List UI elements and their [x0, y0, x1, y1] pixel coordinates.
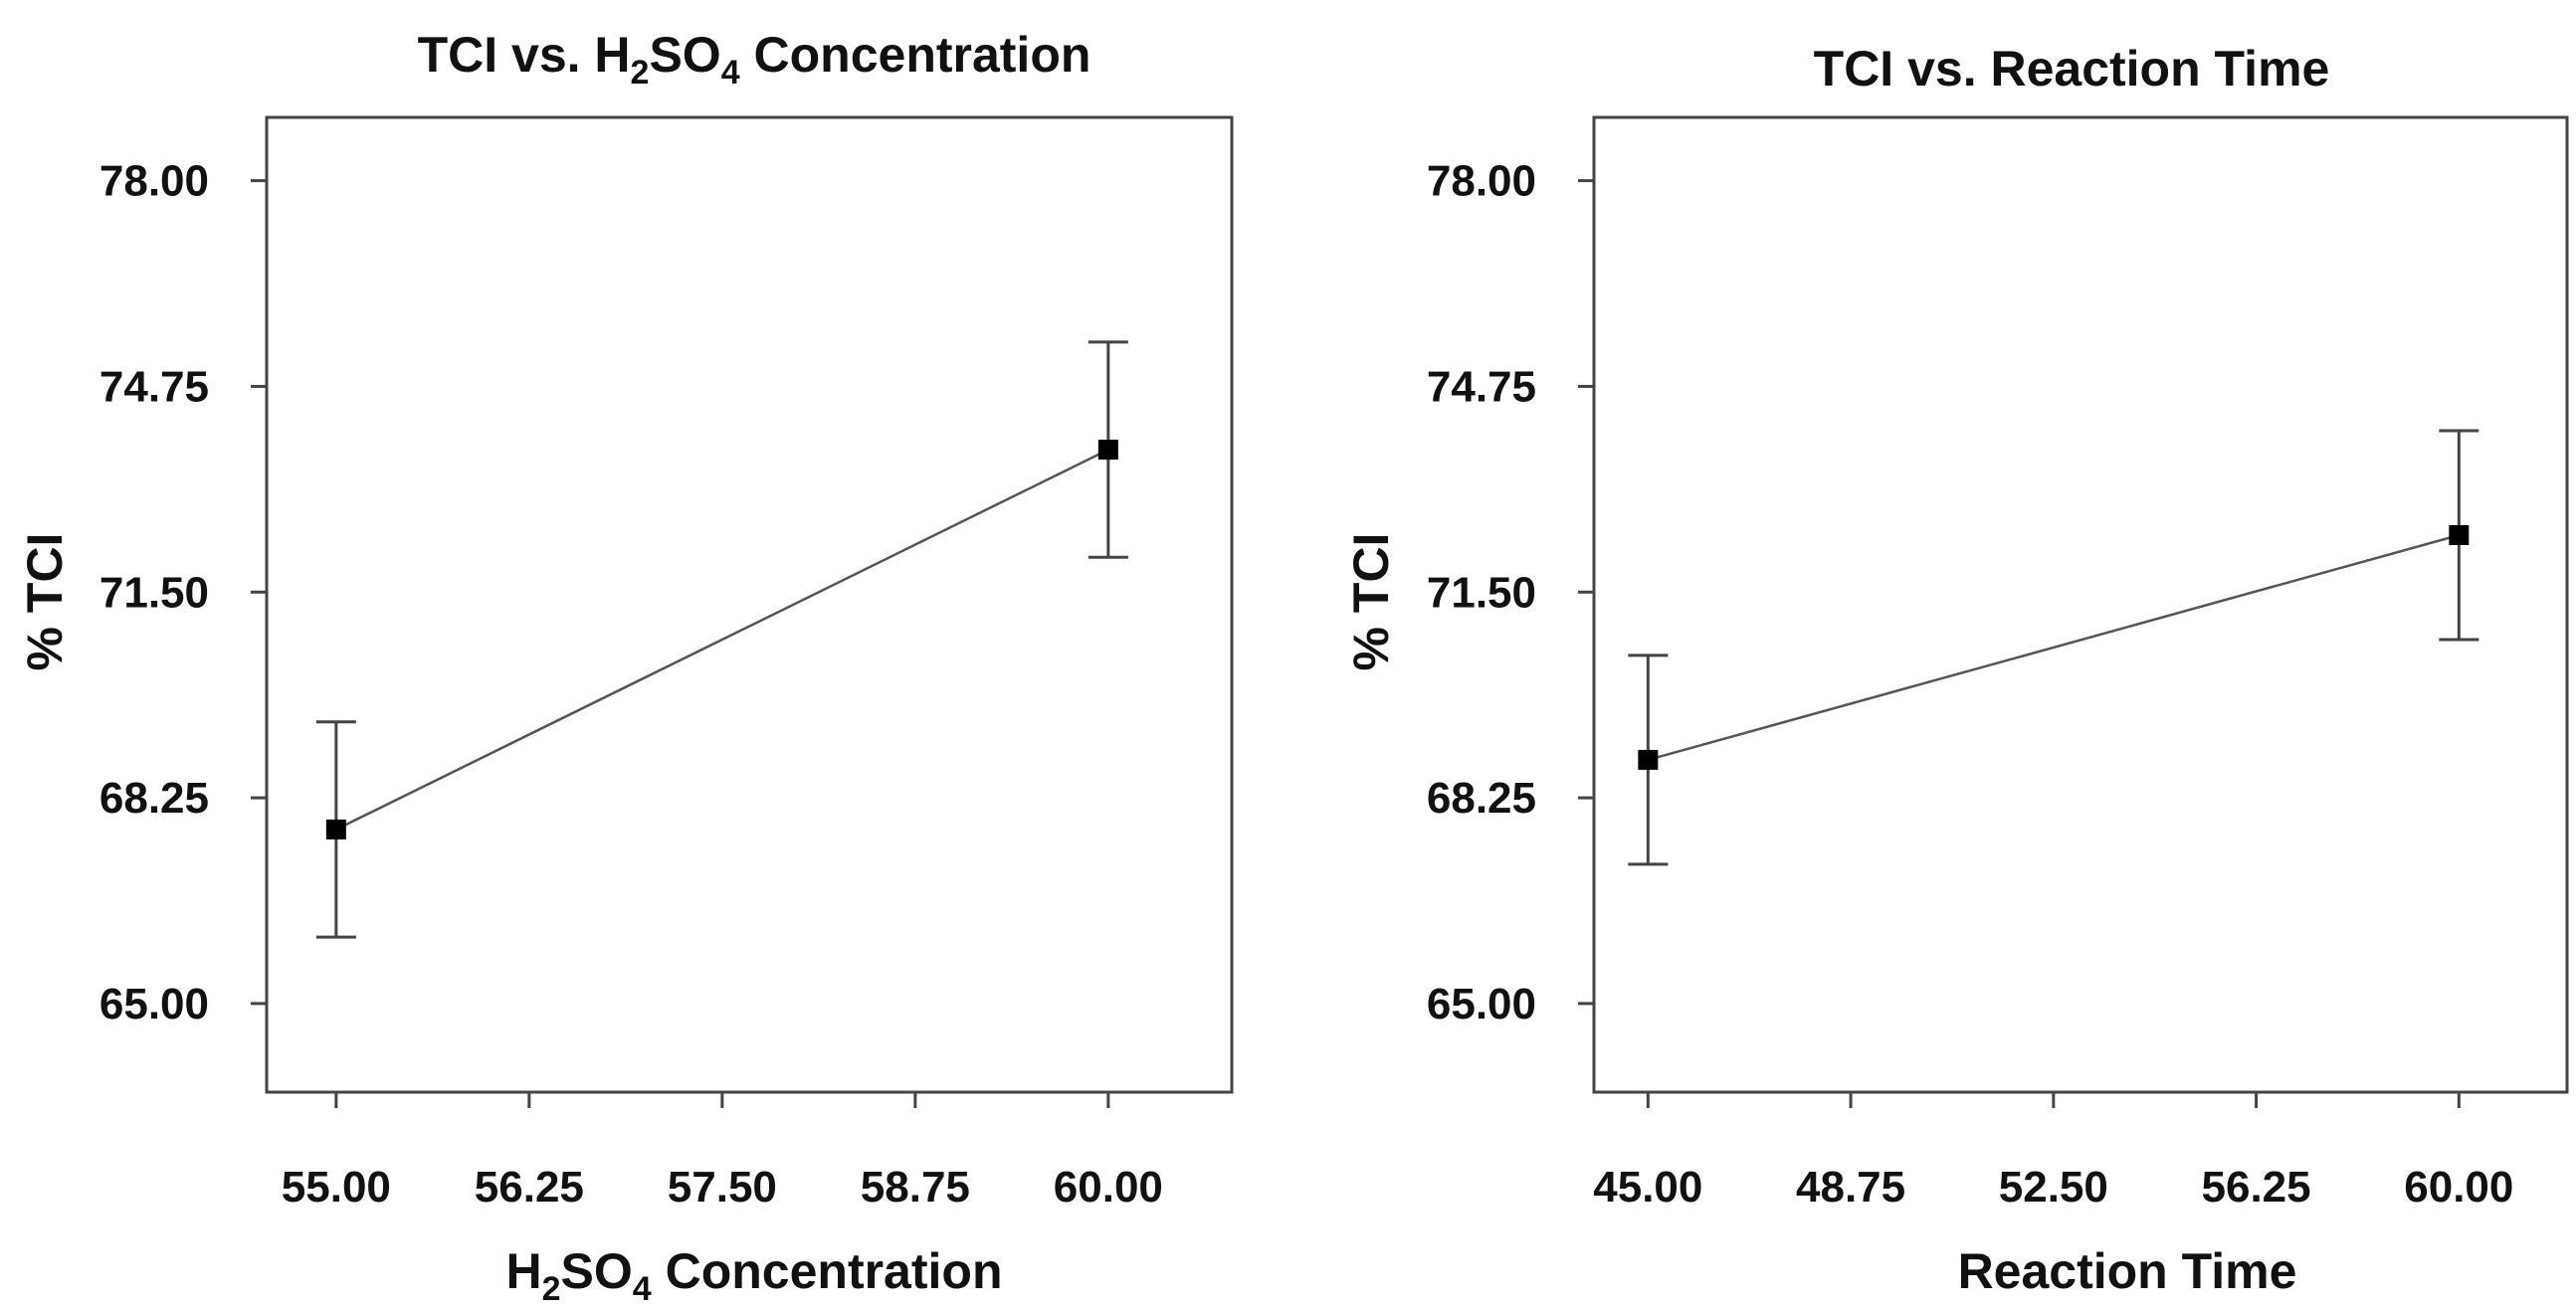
chart-2-series-line: [1647, 533, 2460, 762]
chart-1-y-tick-label: 71.50: [99, 568, 209, 617]
chart-2-x-axis: 45.00 48.75 52.50 56.25 60.00: [1593, 1092, 2513, 1212]
chart-1-data-point: [325, 819, 346, 840]
chart-2-plot-frame: [1592, 115, 2569, 1094]
chart-tci-vs-reaction-time: TCI vs. Reaction Time 65.00 68.25 71.50 74.…: [1343, 41, 2569, 1299]
chart-2-y-tick-label: 74.75: [1427, 362, 1536, 411]
chart-1-series-line: [335, 448, 1109, 832]
chart-1-series: [315, 340, 1128, 939]
chart-1-x-tick-label: 56.25: [475, 1163, 584, 1212]
chart-1-x-axis-label: H2SO4 Concentration: [506, 1243, 1003, 1308]
chart-2-y-axis: 65.00 68.25 71.50 74.75 78.00: [1427, 157, 1594, 1028]
chart-1-x-tick-label: 60.00: [1054, 1163, 1163, 1212]
chart-1-y-axis-label: % TCI: [17, 533, 73, 671]
chart-2-y-tick-label: 65.00: [1427, 980, 1536, 1028]
chart-1-x-tick-label: 58.75: [861, 1163, 970, 1212]
chart-2-y-tick-label: 71.50: [1427, 568, 1536, 617]
chart-1-title: TCI vs. H2SO4 Concentration: [418, 27, 1091, 92]
chart-2-title: TCI vs. Reaction Time: [1814, 41, 2330, 96]
chart-2-x-tick-label: 45.00: [1593, 1163, 1702, 1212]
chart-2-series: [1628, 429, 2479, 866]
chart-2-y-tick-label: 78.00: [1427, 157, 1536, 206]
chart-1-y-axis: 65.00 68.25 71.50 74.75 78.00: [99, 157, 267, 1028]
chart-1-x-axis: 55.00 56.25 57.50 58.75 60.00: [282, 1092, 1163, 1212]
chart-2-data-point: [1638, 749, 1659, 770]
chart-2-x-tick-label: 60.00: [2404, 1163, 2513, 1212]
chart-1-y-tick-label: 68.25: [99, 774, 209, 823]
chart-2-x-tick-label: 52.50: [1999, 1163, 2108, 1212]
chart-2-y-axis-label: % TCI: [1343, 533, 1399, 671]
chart-1-x-tick-label: 55.00: [282, 1163, 391, 1212]
chart-2-y-tick-label: 68.25: [1427, 774, 1536, 823]
chart-tci-vs-h2so4: TCI vs. H2SO4 Concentration 65.00 68.25 71…: [17, 27, 1234, 1308]
chart-1-y-tick-label: 65.00: [99, 980, 209, 1028]
chart-1-x-tick-label: 57.50: [668, 1163, 777, 1212]
chart-2-x-tick-label: 48.75: [1796, 1163, 1905, 1212]
chart-2-x-axis-label: Reaction Time: [1958, 1243, 2297, 1299]
chart-1-y-tick-label: 78.00: [99, 157, 209, 206]
chart-1-y-tick-label: 74.75: [99, 362, 209, 411]
chart-2-x-tick-label: 56.25: [2202, 1163, 2311, 1212]
chart-1-plot-frame: [265, 115, 1234, 1094]
chart-1-data-point: [1097, 440, 1118, 461]
chart-2-data-point: [2449, 525, 2470, 545]
